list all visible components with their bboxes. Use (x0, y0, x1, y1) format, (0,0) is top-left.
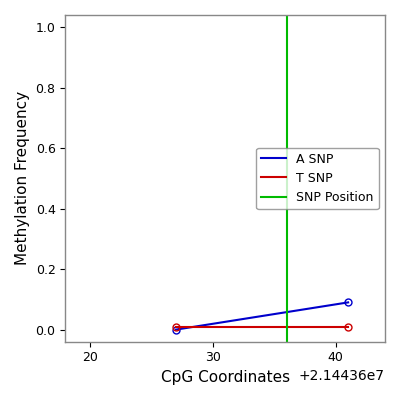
Y-axis label: Methylation Frequency: Methylation Frequency (15, 91, 30, 266)
Legend: A SNP, T SNP, SNP Position: A SNP, T SNP, SNP Position (256, 148, 379, 209)
X-axis label: CpG Coordinates: CpG Coordinates (160, 370, 290, 385)
